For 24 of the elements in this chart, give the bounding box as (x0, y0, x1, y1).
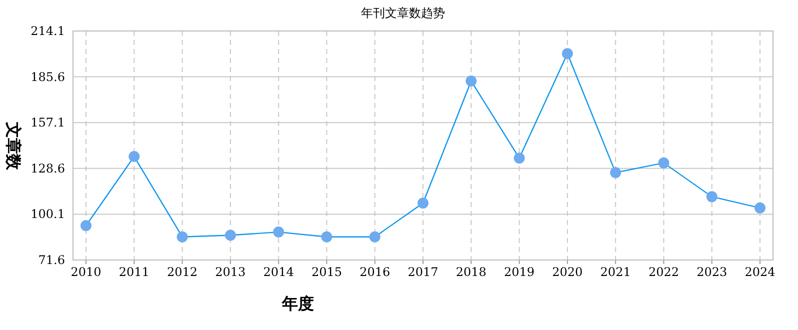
x-tick-label: 2022 (648, 265, 679, 279)
x-tick-label: 2012 (167, 265, 198, 279)
y-tick-label: 185.6 (30, 70, 65, 84)
x-tick-label: 2023 (696, 265, 728, 279)
y-tick-label: 128.6 (30, 161, 65, 176)
y-tick-label: 157.1 (30, 116, 65, 130)
x-tick-label: 2024 (744, 265, 776, 279)
x-tick-label: 2015 (311, 265, 342, 279)
x-tick-label: 2020 (552, 265, 583, 279)
y-axis-title: 文章数 (4, 121, 23, 171)
y-tick-label: 214.1 (30, 24, 65, 38)
x-tick-label: 2018 (456, 265, 486, 279)
x-tick-label: 2021 (600, 265, 631, 279)
x-tick-label: 2013 (215, 265, 246, 279)
x-tick-label: 2014 (263, 265, 294, 279)
x-tick-label: 2019 (504, 265, 535, 279)
y-tick-label: 71.6 (38, 253, 65, 267)
x-tick-label: 2011 (118, 265, 150, 279)
x-tick-label: 2016 (360, 265, 390, 279)
x-axis-title: 年度 (281, 294, 314, 313)
x-tick-label: 2010 (70, 265, 102, 279)
chart-title: 年刊文章数趋势 (361, 6, 445, 20)
y-tick-label: 100.1 (30, 207, 65, 222)
x-tick-label: 2017 (408, 265, 438, 279)
